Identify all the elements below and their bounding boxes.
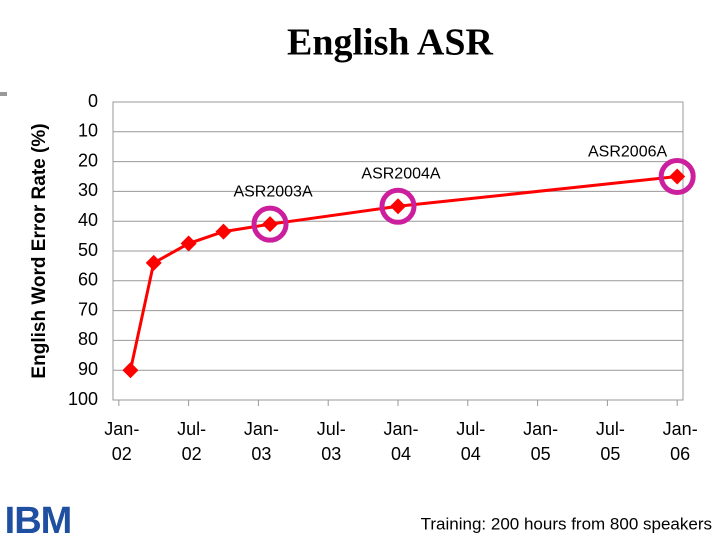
x-tick-label-line: Jan-: [383, 419, 418, 439]
x-tick-label-line: Jan-: [663, 419, 698, 439]
x-tick-label: Jan- 06: [663, 419, 698, 464]
y-axis-label: English Word Error Rate (%): [29, 123, 50, 378]
y-tick-label: 50: [78, 240, 98, 260]
x-tick-label-line: 02: [112, 444, 132, 464]
x-tick-label: Jan- 03: [244, 419, 279, 464]
x-tick-label-line: Jul-: [317, 419, 346, 439]
x-tick-label: Jan- 04: [383, 419, 418, 464]
x-tick-label-line: 02: [182, 444, 202, 464]
logo: IBM: [5, 500, 72, 540]
x-tick-label-line: Jul-: [177, 419, 206, 439]
data-point: [122, 362, 139, 379]
data-point: [145, 254, 162, 271]
y-tick-label: 40: [78, 210, 98, 230]
y-tick-label: 30: [78, 180, 98, 200]
x-tick-label-line: 05: [531, 444, 551, 464]
y-tick-label: 20: [78, 150, 98, 170]
highlight-ring: [658, 158, 696, 195]
y-tick-label: 70: [78, 299, 98, 319]
footnote: Training: 200 hours from 800 speakers: [421, 514, 712, 533]
chart-title: English ASR: [287, 22, 493, 64]
x-tick-label-line: 06: [670, 444, 690, 464]
x-tick-label: Jul- 03: [317, 419, 346, 464]
data-point: [215, 223, 232, 240]
data-point: [390, 198, 406, 215]
highlight-ring: [251, 205, 289, 243]
annotation: ASR2006A: [588, 144, 667, 161]
x-tick-label: Jul- 04: [456, 419, 485, 464]
data-point: [180, 235, 197, 252]
x-tick-label-line: Jan-: [104, 419, 139, 439]
x-tick-label: Jul- 02: [177, 419, 206, 464]
highlight-ring: [379, 187, 417, 225]
y-tick-label: 60: [78, 270, 98, 290]
x-tick-label-line: Jan-: [244, 419, 279, 439]
y-tick-label: 90: [78, 359, 98, 379]
x-tick-label-line: 04: [461, 444, 481, 464]
x-tick-label-line: Jul-: [456, 419, 485, 439]
data-point: [262, 216, 279, 233]
x-tick-label-line: 04: [391, 444, 411, 464]
y-tick-label: 100: [68, 389, 98, 409]
x-tick-label-line: 05: [600, 444, 620, 464]
x-tick-label-line: 03: [321, 444, 341, 464]
x-tick-label: Jul- 05: [596, 419, 625, 464]
y-tick-label: 10: [78, 121, 98, 141]
y-tick-label: 0: [88, 91, 98, 111]
x-tick-label-line: 03: [251, 444, 271, 464]
slide-mark: [0, 92, 7, 96]
x-tick-label-line: Jul-: [596, 419, 625, 439]
x-tick-label-line: Jan-: [523, 419, 558, 439]
annotation: ASR2003A: [233, 183, 312, 200]
x-tick-label: Jan- 05: [523, 419, 558, 464]
x-tick-label: Jan- 02: [104, 419, 139, 464]
y-tick-label: 80: [78, 329, 98, 349]
annotation: ASR2004A: [361, 166, 440, 183]
data-point: [669, 168, 686, 185]
